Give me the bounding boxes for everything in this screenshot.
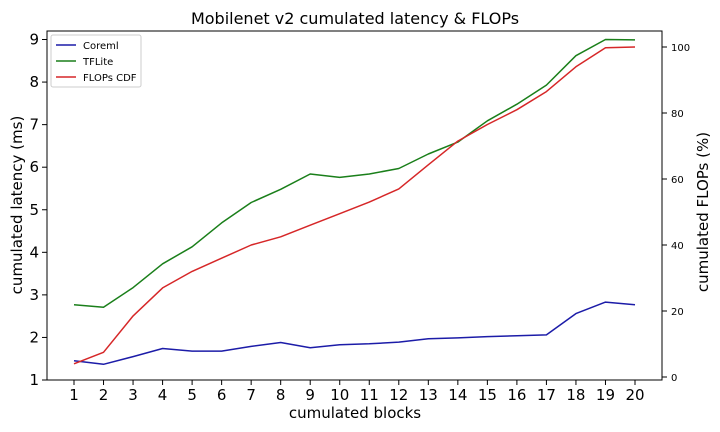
x-axis-label: cumulated blocks <box>289 404 421 422</box>
y-tick-label: 9 <box>29 31 39 49</box>
y2-axis-label: cumulated FLOPs (%) <box>694 132 712 292</box>
x-tick-label: 19 <box>596 386 615 404</box>
x-tick-label: 9 <box>305 386 315 404</box>
y-tick-label: 4 <box>29 243 39 261</box>
legend-label: FLOPs CDF <box>83 73 137 84</box>
left-axis: 1 2 3 4 5 6 7 8 9 <box>29 31 47 389</box>
x-tick-label: 3 <box>128 386 138 404</box>
x-axis: 1 2 3 4 5 6 7 8 9 10 11 12 13 14 15 16 17 18 19 20 <box>69 380 645 404</box>
series-line-tflite <box>73 38 636 308</box>
x-tick-label: 4 <box>158 386 168 404</box>
right-axis: 0 20 40 60 80 100 <box>662 43 690 384</box>
x-tick-label: 13 <box>419 386 438 404</box>
x-tick-label: 5 <box>187 386 197 404</box>
y-axis-label: cumulated latency (ms) <box>8 116 26 295</box>
y-tick-label: 8 <box>29 73 39 91</box>
plot-area <box>46 30 663 381</box>
series-layer <box>73 38 636 366</box>
x-tick-label: 12 <box>389 386 408 404</box>
x-tick-label: 1 <box>69 386 79 404</box>
legend: Coreml TFLite FLOPs CDF <box>50 34 142 88</box>
legend-box <box>50 34 142 88</box>
x-tick-label: 20 <box>625 386 644 404</box>
y2-tick-label: 60 <box>671 175 684 186</box>
y2-tick-label: 0 <box>671 373 677 384</box>
y-tick-label: 1 <box>29 371 39 389</box>
y2-tick-label: 100 <box>671 43 690 54</box>
y2-tick-label: 80 <box>671 109 684 120</box>
y2-tick-label: 20 <box>671 307 684 318</box>
y-tick-label: 2 <box>29 328 39 346</box>
x-tick-label: 8 <box>276 386 286 404</box>
series-line-flops-cdf <box>73 46 636 365</box>
x-tick-label: 17 <box>537 386 556 404</box>
x-tick-label: 2 <box>99 386 109 404</box>
legend-label: TFLite <box>82 57 113 68</box>
x-tick-label: 18 <box>566 386 585 404</box>
x-tick-label: 7 <box>246 386 256 404</box>
x-tick-label: 15 <box>478 386 497 404</box>
series-line-coreml <box>73 301 636 366</box>
x-tick-label: 14 <box>448 386 467 404</box>
y2-tick-label: 40 <box>671 241 684 252</box>
x-tick-label: 11 <box>360 386 379 404</box>
legend-label: Coreml <box>83 41 119 52</box>
y-tick-label: 7 <box>29 116 39 134</box>
y-tick-label: 6 <box>29 158 39 176</box>
chart-title: Mobilenet v2 cumulated latency & FLOPs <box>191 9 519 28</box>
x-tick-label: 16 <box>507 386 526 404</box>
y-tick-label: 3 <box>29 286 39 304</box>
y-tick-label: 5 <box>29 201 39 219</box>
x-tick-label: 6 <box>217 386 227 404</box>
x-tick-label: 10 <box>330 386 349 404</box>
